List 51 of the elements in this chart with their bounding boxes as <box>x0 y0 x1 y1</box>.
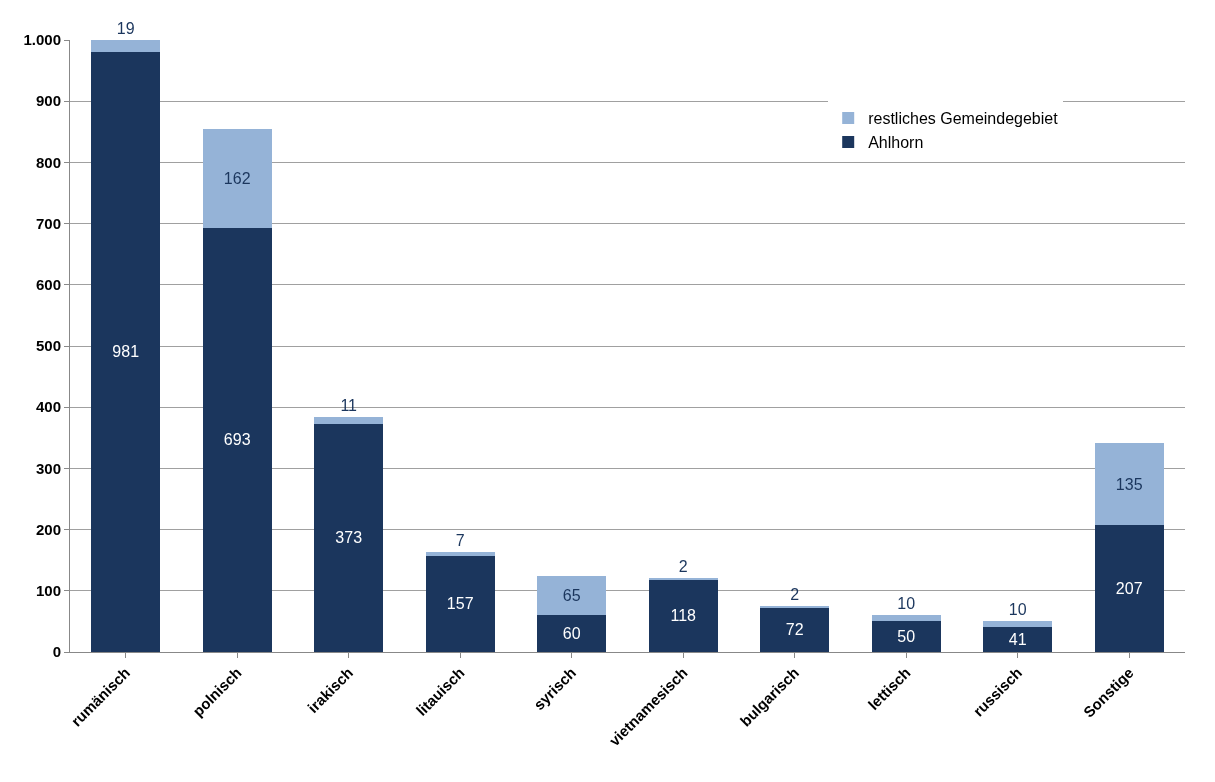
data-label: 135 <box>1115 475 1143 493</box>
data-label: 207 <box>1115 580 1143 598</box>
data-label: 2 <box>678 558 688 575</box>
bar <box>202 227 272 652</box>
legend-label: restliches Gemeindegebiet <box>868 110 1059 128</box>
y-tick-label: 700 <box>35 214 61 232</box>
bar <box>537 575 607 616</box>
bar <box>425 551 495 556</box>
bar <box>314 416 384 424</box>
bar <box>425 555 495 652</box>
data-label: 2 <box>790 586 800 603</box>
bar <box>91 51 161 652</box>
data-label: 157 <box>446 595 474 613</box>
bar <box>648 579 718 652</box>
data-label: 373 <box>335 529 363 547</box>
data-label: 118 <box>670 607 697 625</box>
bar <box>1094 525 1164 652</box>
bar <box>983 626 1053 652</box>
data-label: 11 <box>340 396 358 414</box>
bar <box>871 615 941 622</box>
bar <box>760 607 830 652</box>
y-tick-label: 200 <box>35 520 61 538</box>
data-label: 72 <box>785 621 804 639</box>
data-label: 10 <box>897 595 916 613</box>
y-tick-label: 800 <box>35 153 61 171</box>
y-tick-label: 400 <box>35 398 61 416</box>
data-label: 162 <box>223 169 251 187</box>
data-label: 50 <box>897 628 916 646</box>
y-tick-label: 0 <box>52 643 61 661</box>
data-label: 19 <box>116 20 135 37</box>
data-label: 60 <box>562 625 581 643</box>
y-tick-label: 600 <box>35 276 61 294</box>
data-label: 41 <box>1008 630 1027 648</box>
bar <box>983 620 1053 627</box>
y-tick-label: 900 <box>35 92 61 110</box>
y-tick-label: 1.000 <box>23 31 61 49</box>
bar <box>91 40 161 52</box>
bar <box>871 621 941 652</box>
legend-label: Ahlhorn <box>868 134 924 152</box>
y-tick-label: 300 <box>35 459 61 477</box>
bar <box>202 128 272 228</box>
bar <box>1094 442 1164 526</box>
data-label: 10 <box>1008 600 1027 618</box>
data-label: 981 <box>112 343 140 361</box>
y-tick-label: 100 <box>35 582 61 600</box>
data-label: 7 <box>455 531 465 549</box>
data-label: 693 <box>223 431 251 449</box>
bar <box>314 423 384 652</box>
y-tick-label: 500 <box>35 337 61 355</box>
bar <box>537 615 607 652</box>
data-label: 65 <box>562 586 581 604</box>
